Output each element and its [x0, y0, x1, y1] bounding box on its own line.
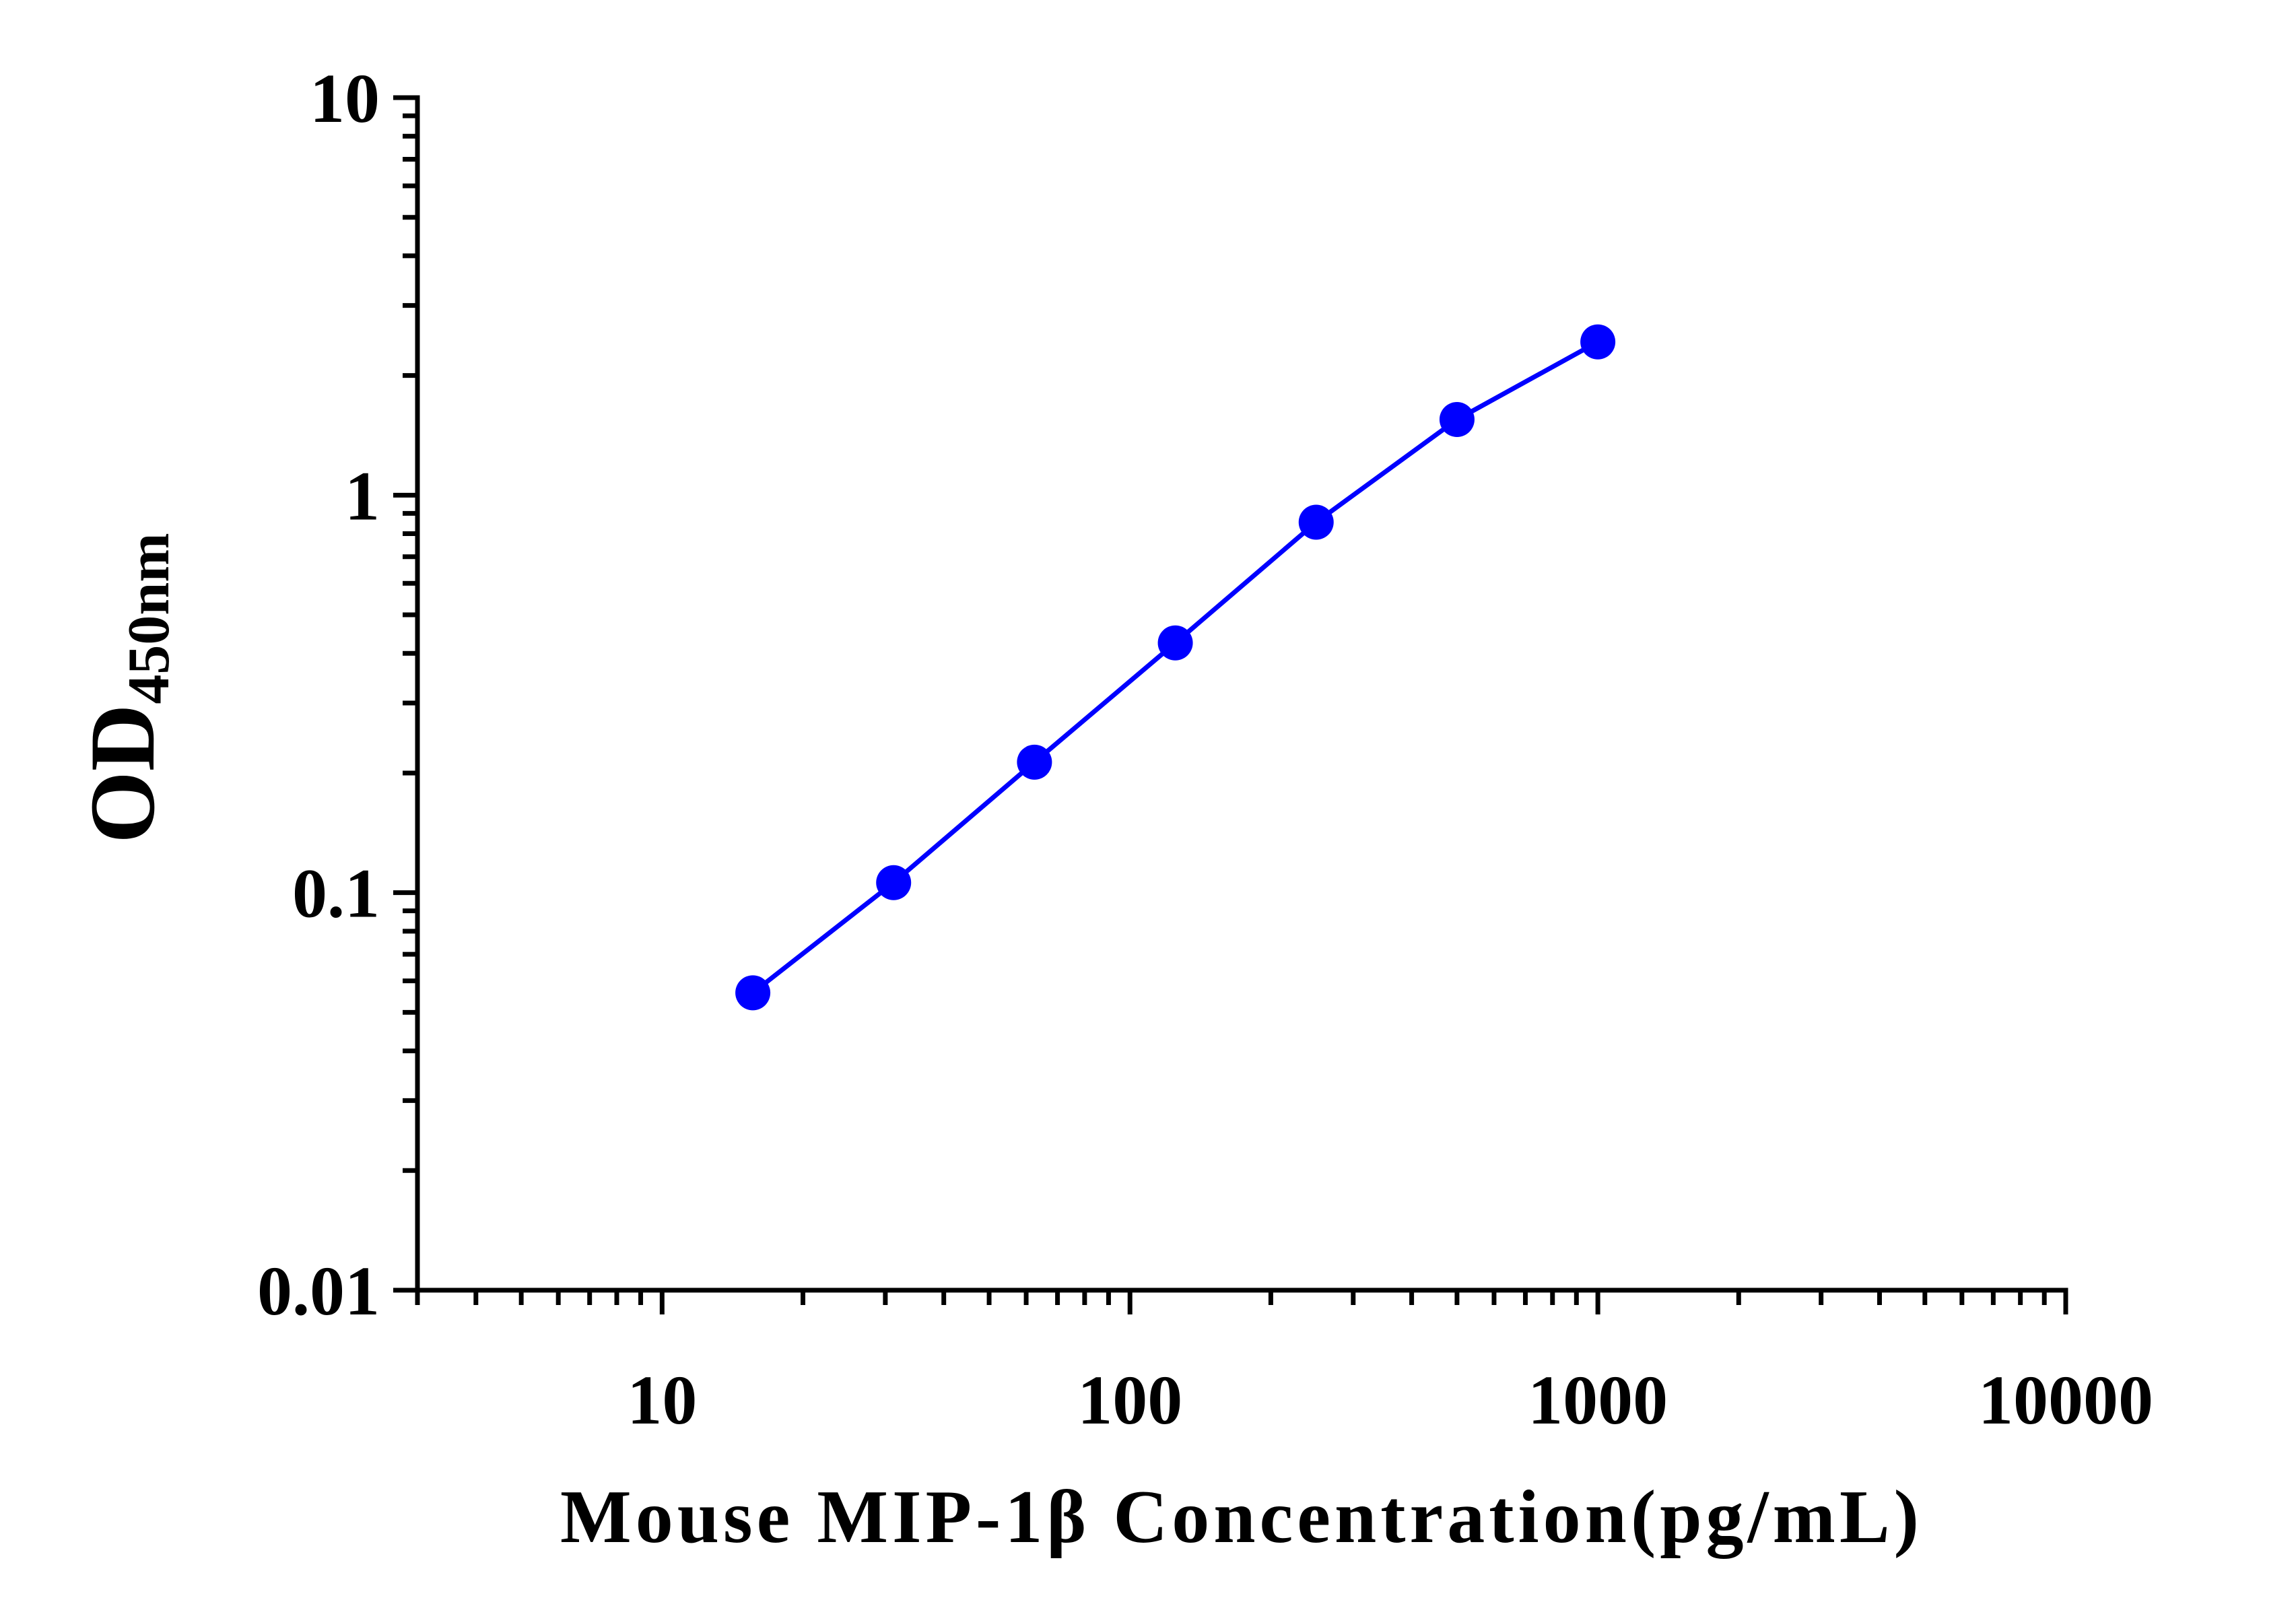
x-tick-label: 100 [1077, 1362, 1182, 1439]
y-axis-title: OD450nm [71, 533, 182, 843]
y-tick-label: 0.1 [292, 855, 380, 933]
data-point [1580, 324, 1616, 360]
y-tick-label: 10 [310, 60, 380, 137]
y-tick-label: 1 [345, 457, 380, 535]
plot-area [735, 324, 1616, 1011]
data-point [1298, 504, 1334, 540]
data-point [1017, 744, 1052, 780]
y-axis-title-subscript: 450nm [116, 533, 182, 704]
data-point [1439, 401, 1475, 437]
data-point [735, 975, 771, 1011]
y-axis-ticks [393, 95, 417, 1293]
x-tick-label: 1000 [1528, 1362, 1668, 1439]
y-axis-title-main: OD [71, 704, 174, 844]
y-tick-labels: 0.01 0.1 1 10 [257, 60, 380, 1330]
x-axis-ticks [415, 1290, 2068, 1314]
series-line [751, 339, 1599, 995]
x-tick-labels: 10 100 1000 10000 [627, 1362, 2153, 1439]
x-tick-label: 10 [627, 1362, 697, 1439]
x-tick-label: 10000 [1978, 1362, 2153, 1439]
data-point [1157, 625, 1193, 661]
x-axis-title: Mouse MIP-1β Concentration(pg/mL) [560, 1475, 1923, 1559]
data-point [876, 865, 912, 900]
y-tick-label: 0.01 [257, 1252, 380, 1330]
